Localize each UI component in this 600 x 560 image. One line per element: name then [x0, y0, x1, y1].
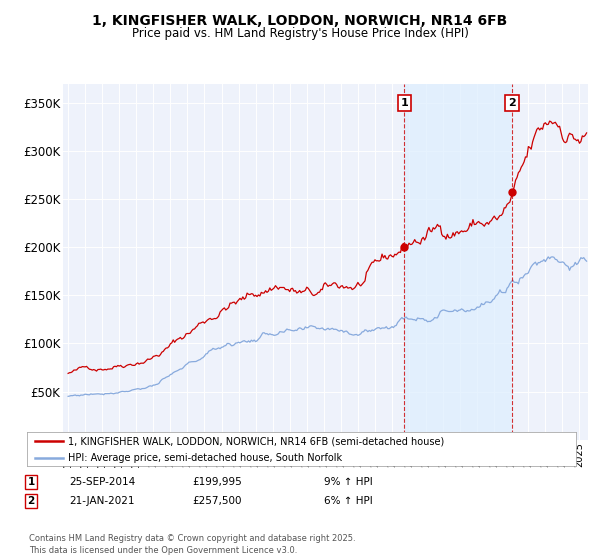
Text: £257,500: £257,500 — [192, 496, 241, 506]
Text: 1, KINGFISHER WALK, LODDON, NORWICH, NR14 6FB (semi-detached house): 1, KINGFISHER WALK, LODDON, NORWICH, NR1… — [68, 436, 445, 446]
Text: 1: 1 — [401, 98, 408, 108]
Text: 25-SEP-2014: 25-SEP-2014 — [69, 477, 135, 487]
Text: 6% ↑ HPI: 6% ↑ HPI — [324, 496, 373, 506]
Text: 2: 2 — [508, 98, 516, 108]
Text: Contains HM Land Registry data © Crown copyright and database right 2025.
This d: Contains HM Land Registry data © Crown c… — [29, 534, 355, 555]
Text: HPI: Average price, semi-detached house, South Norfolk: HPI: Average price, semi-detached house,… — [68, 452, 342, 463]
Text: 1: 1 — [28, 477, 35, 487]
Text: 9% ↑ HPI: 9% ↑ HPI — [324, 477, 373, 487]
Text: 21-JAN-2021: 21-JAN-2021 — [69, 496, 134, 506]
Text: £199,995: £199,995 — [192, 477, 242, 487]
Text: 2: 2 — [28, 496, 35, 506]
Text: 1, KINGFISHER WALK, LODDON, NORWICH, NR14 6FB: 1, KINGFISHER WALK, LODDON, NORWICH, NR1… — [92, 14, 508, 28]
Text: Price paid vs. HM Land Registry's House Price Index (HPI): Price paid vs. HM Land Registry's House … — [131, 27, 469, 40]
Bar — [404, 84, 512, 440]
